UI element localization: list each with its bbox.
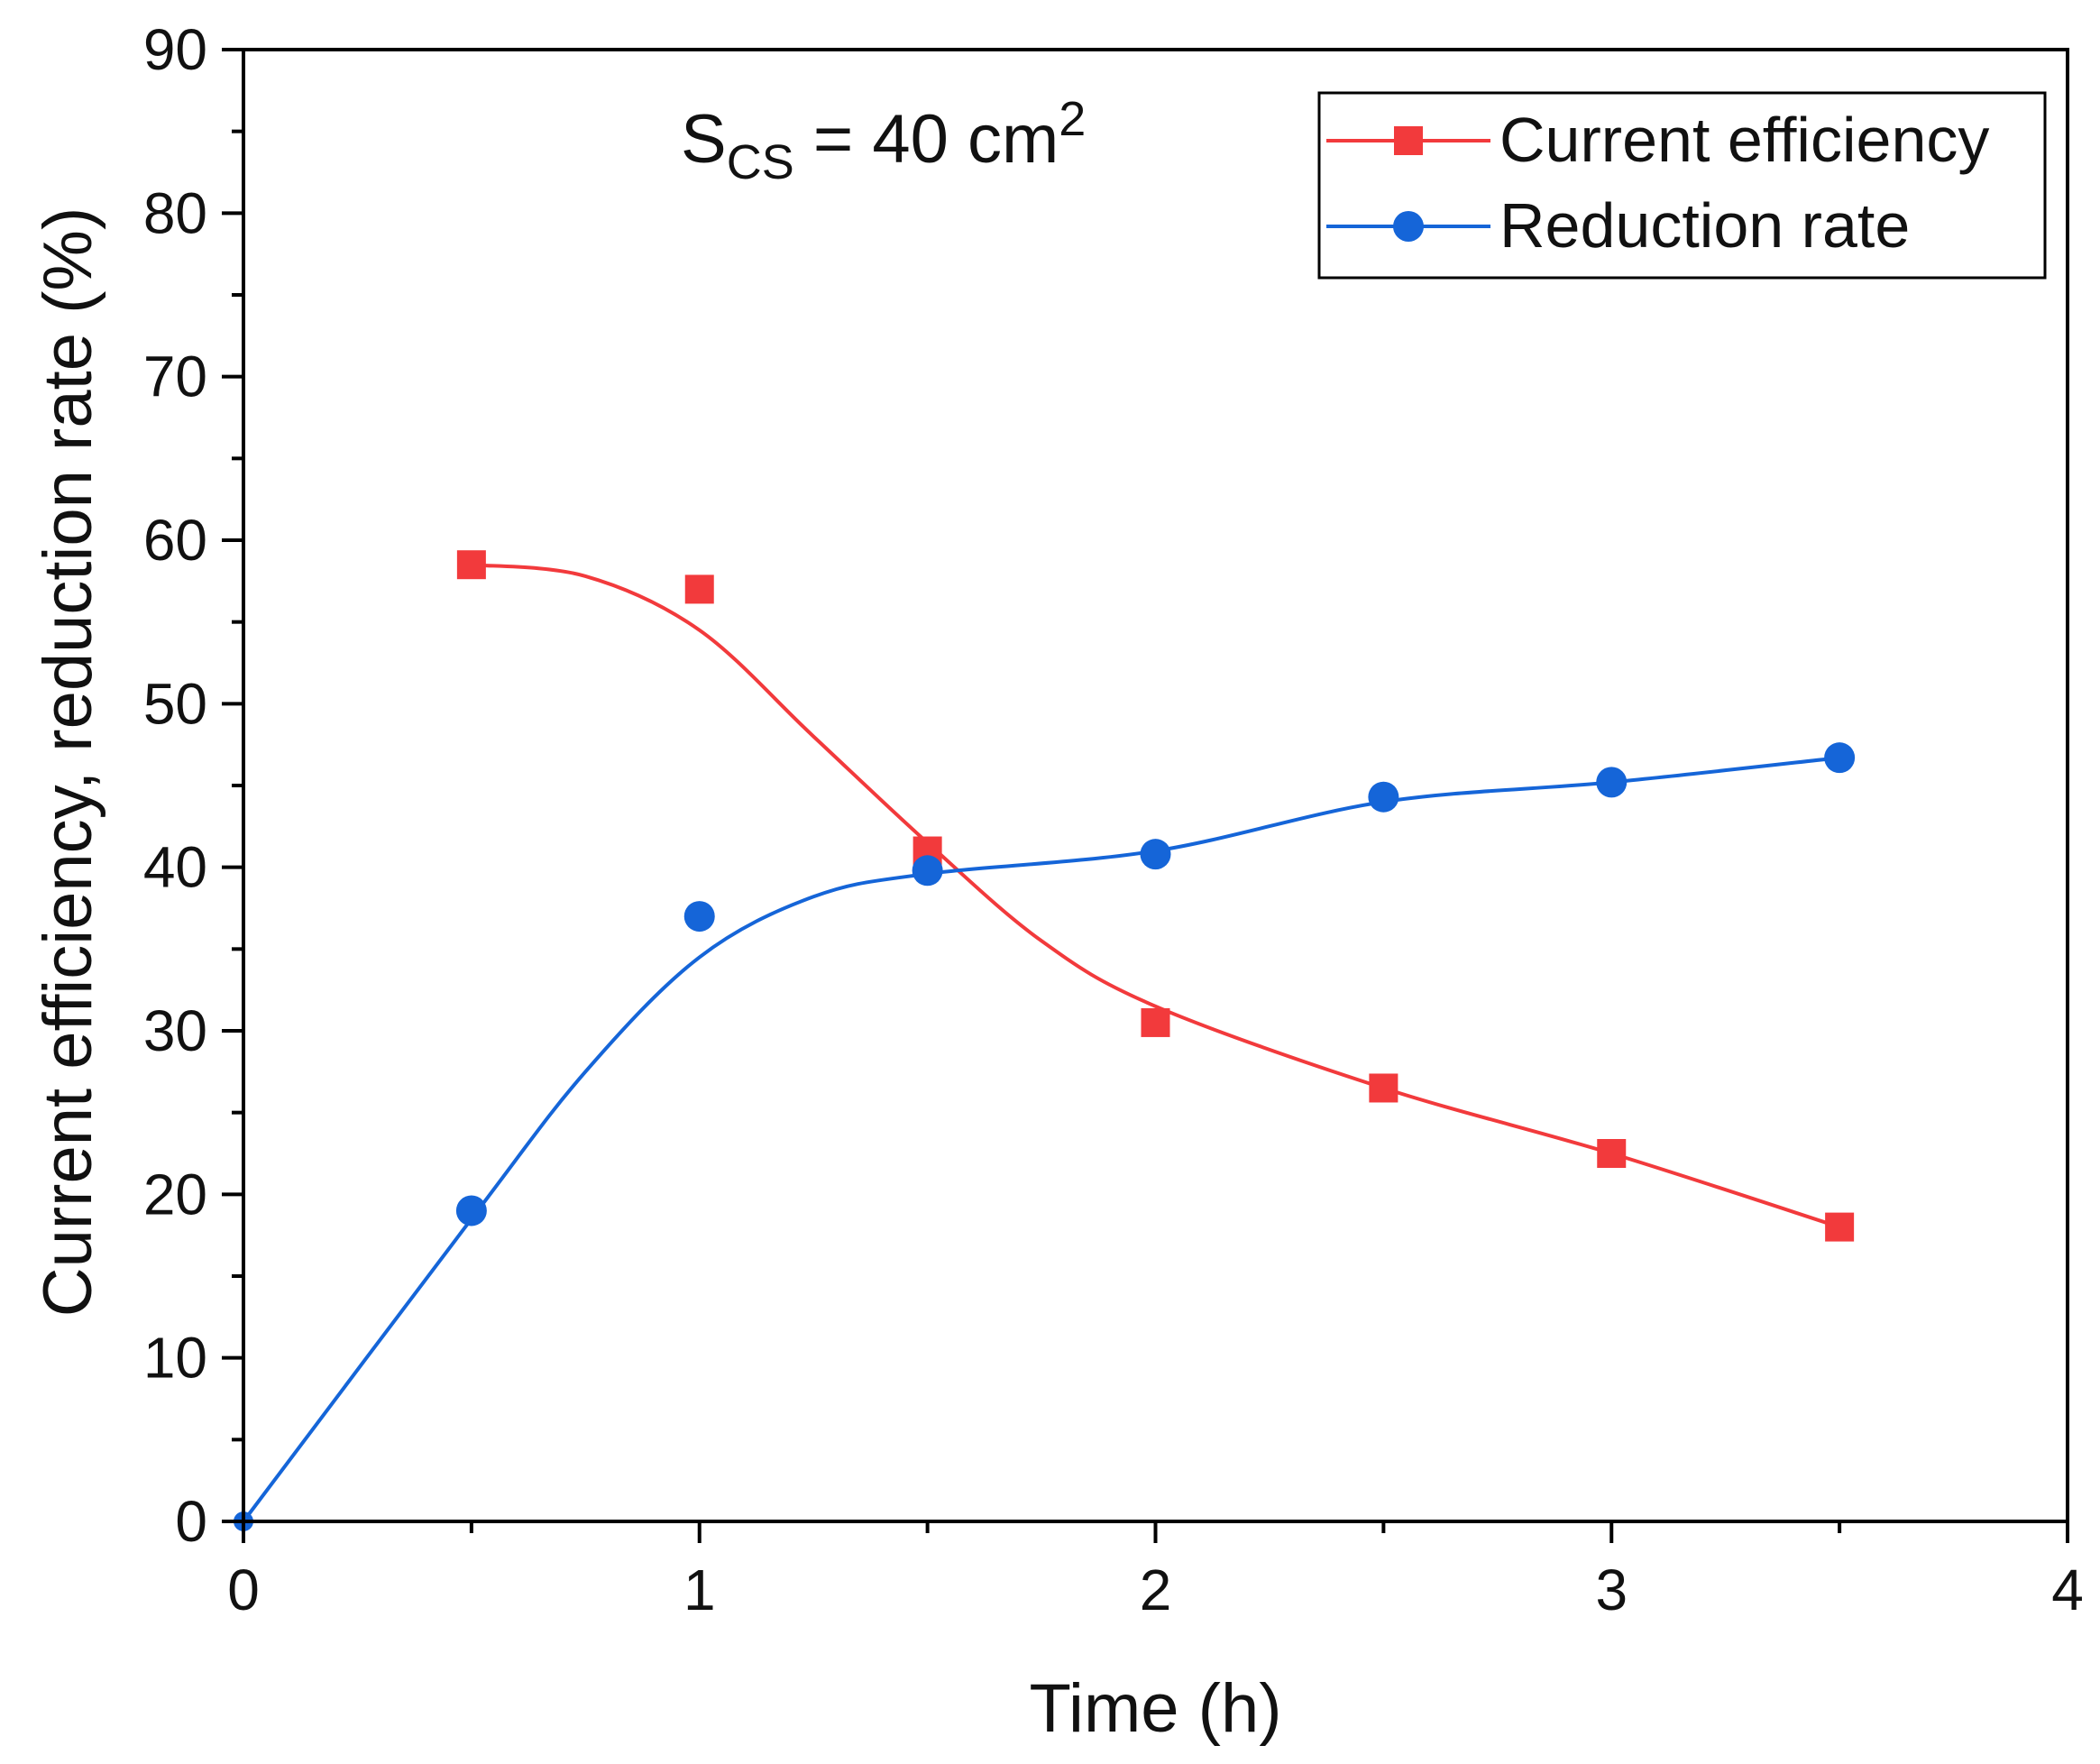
current-efficiency-point bbox=[1141, 1007, 1170, 1037]
y-tick-label: 10 bbox=[143, 1326, 207, 1391]
reduction-rate-point bbox=[1140, 839, 1171, 870]
reduction-rate-point bbox=[1368, 781, 1399, 813]
current-efficiency-point bbox=[456, 550, 486, 580]
current-efficiency-point bbox=[1369, 1073, 1398, 1103]
reduction-rate-point bbox=[1824, 742, 1856, 774]
x-tick-label: 1 bbox=[683, 1557, 716, 1622]
annotation-subscript: CS bbox=[727, 135, 794, 189]
y-tick-label: 0 bbox=[175, 1489, 207, 1554]
x-tick-label: 0 bbox=[227, 1557, 260, 1622]
y-tick-label: 50 bbox=[143, 671, 207, 736]
y-tick-label: 40 bbox=[143, 835, 207, 900]
annotation-equation: = 40 cm bbox=[794, 101, 1059, 178]
x-tick-label: 3 bbox=[1595, 1557, 1628, 1622]
legend-circle-marker bbox=[1393, 211, 1424, 242]
x-tick-label: 2 bbox=[1140, 1557, 1172, 1622]
series-0-fit-line bbox=[471, 563, 1840, 1229]
x-axis-title: Time (h) bbox=[1029, 1670, 1281, 1747]
y-tick-label: 30 bbox=[143, 998, 207, 1063]
annotation-superscript: 2 bbox=[1059, 92, 1086, 146]
x-tick-label: 4 bbox=[2051, 1557, 2084, 1622]
current-efficiency-point bbox=[1597, 1139, 1627, 1168]
y-tick-label: 80 bbox=[143, 180, 207, 245]
reduction-rate-point bbox=[1596, 767, 1628, 798]
reduction-rate-point bbox=[455, 1195, 487, 1227]
series-1-fit-line bbox=[242, 756, 1840, 1523]
surface-area-annotation: SCS = 40 cm2 bbox=[681, 92, 1086, 189]
legend-square-marker bbox=[1394, 126, 1423, 155]
data-markers bbox=[234, 550, 1856, 1531]
x-axis: 0 1 2 3 4 bbox=[227, 1521, 2084, 1622]
reduction-rate-point bbox=[912, 855, 943, 887]
legend: Current efficiency Reduction rate bbox=[1317, 91, 2047, 280]
y-tick-label: 20 bbox=[143, 1162, 207, 1227]
reduction-rate-point bbox=[683, 901, 715, 933]
y-tick-label: 90 bbox=[143, 17, 207, 82]
y-tick-label: 70 bbox=[143, 345, 207, 409]
legend-label: Reduction rate bbox=[1499, 190, 1910, 261]
legend-label: Current efficiency bbox=[1499, 105, 1989, 175]
current-efficiency-point bbox=[1825, 1212, 1855, 1242]
fit-curves bbox=[242, 563, 1840, 1523]
y-axis-title: Current efficiency, reduction rate (%) bbox=[30, 207, 106, 1318]
y-axis: 0 10 20 30 40 50 60 70 80 90 bbox=[143, 17, 243, 1554]
legend-box bbox=[1317, 91, 2047, 280]
annotation-main: S bbox=[681, 101, 727, 178]
current-efficiency-point bbox=[684, 574, 714, 604]
y-tick-label: 60 bbox=[143, 508, 207, 573]
